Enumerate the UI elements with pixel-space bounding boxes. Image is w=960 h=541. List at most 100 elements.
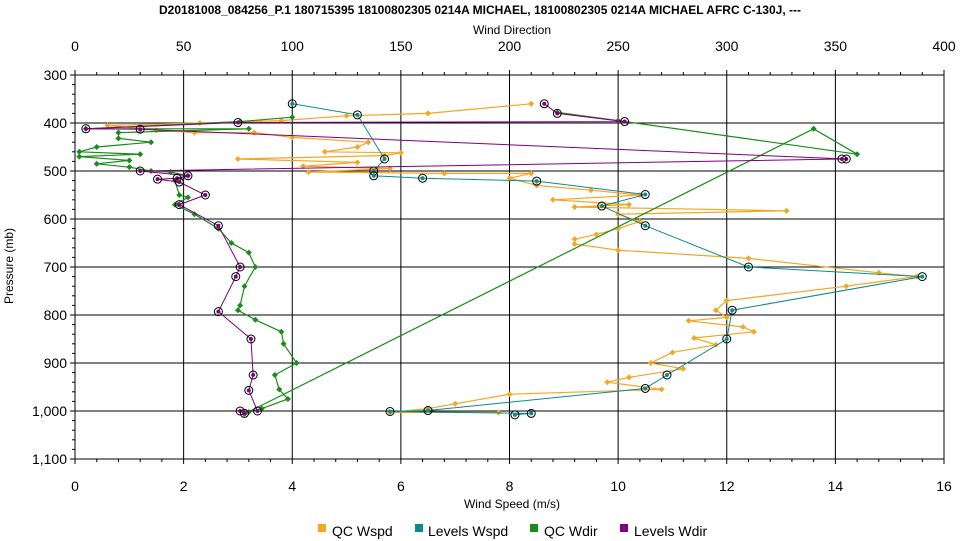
data-point [380, 154, 390, 164]
data-point [712, 307, 719, 314]
data-point-core [216, 223, 221, 228]
top-tick-label: 400 [932, 38, 956, 54]
data-point [352, 110, 362, 120]
data-point [239, 408, 249, 418]
data-point [552, 108, 562, 118]
data-point [174, 177, 184, 187]
data-point [539, 99, 549, 109]
data-point [495, 409, 502, 416]
data-point-core [177, 180, 182, 185]
top-tick-label: 200 [498, 38, 522, 54]
top-tick-label: 0 [71, 38, 79, 54]
bottom-tick-label: 4 [288, 478, 296, 494]
data-point [115, 135, 122, 142]
chart-title: D20181008_084256_P.1 180715395 181008023… [159, 3, 801, 17]
left-tick-label: 500 [44, 163, 68, 179]
data-point [126, 157, 133, 164]
data-point-core [426, 408, 431, 413]
legend-swatch-levels-wdir [620, 524, 628, 532]
legend-item-levels-wspd: Levels Wspd [415, 523, 508, 539]
data-point [571, 240, 578, 247]
data-point [669, 349, 676, 356]
data-point-core [248, 337, 253, 341]
data-point [640, 383, 650, 393]
data-point [685, 317, 692, 324]
data-point-core [643, 192, 648, 197]
data-point [506, 175, 513, 182]
data-point [104, 122, 111, 129]
data-point [135, 166, 145, 176]
data-point [245, 125, 252, 132]
data-point-core [730, 308, 735, 313]
bottom-axis-title: Wind Speed (m/s) [464, 497, 560, 511]
data-point-core [599, 204, 604, 209]
legend-label-levels-wspd: Levels Wspd [428, 523, 508, 539]
data-point [76, 148, 83, 155]
data-point-core [724, 337, 729, 341]
legend-label-qc-wdir: QC Wdir [544, 523, 598, 539]
data-point [354, 144, 361, 150]
data-point-core [83, 126, 88, 131]
data-point [343, 112, 350, 119]
data-point [93, 144, 100, 150]
data-point [321, 148, 328, 155]
data-point [252, 264, 259, 270]
data-point-core [665, 373, 670, 377]
data-point [528, 170, 535, 177]
bottom-tick-label: 10 [610, 478, 626, 494]
data-point [662, 370, 672, 380]
data-point [418, 173, 428, 183]
data-point [680, 365, 687, 372]
data-point [740, 324, 747, 330]
data-point [528, 100, 535, 107]
data-point [571, 236, 578, 243]
data-point [231, 272, 241, 282]
bottom-tick-label: 12 [719, 478, 735, 494]
data-point [727, 305, 737, 315]
data-point [604, 379, 611, 386]
data-point-core [242, 411, 247, 416]
left-tick-label: 600 [44, 211, 68, 227]
data-point [115, 129, 122, 136]
data-point-core [255, 409, 260, 413]
data-point [271, 372, 278, 378]
data-point [305, 168, 312, 175]
data-point [743, 262, 753, 272]
data-point [917, 272, 927, 282]
legend-swatch-levels-wspd [415, 524, 423, 532]
top-tick-label: 350 [824, 38, 848, 54]
data-point [506, 391, 513, 398]
data-point [258, 405, 265, 412]
data-point [452, 400, 459, 407]
top-axis-title: Wind Direction [473, 23, 551, 37]
data-point [76, 153, 83, 160]
data-point-core [920, 274, 925, 279]
data-point [593, 231, 600, 238]
data-point [640, 221, 650, 231]
data-point [365, 139, 372, 146]
data-point [723, 297, 730, 304]
legend-swatch-qc-wdir [530, 524, 538, 532]
data-point-core [382, 157, 387, 161]
data-point [93, 160, 100, 167]
data-point [176, 192, 183, 198]
bottom-tick-label: 16 [936, 478, 952, 494]
data-point [184, 194, 191, 201]
data-point [241, 283, 248, 290]
data-point [597, 201, 607, 211]
data-point [284, 396, 291, 402]
data-point [245, 249, 252, 256]
data-point [293, 360, 300, 366]
top-tick-label: 100 [281, 38, 305, 54]
legend-swatch-qc-wspd [318, 524, 326, 532]
legend-item-qc-wdir: QC Wdir [530, 523, 598, 539]
legend-label-levels-wdir: Levels Wdir [634, 523, 707, 539]
data-point [425, 110, 432, 117]
data-point [397, 149, 404, 156]
bottom-tick-label: 14 [828, 478, 844, 494]
data-point [252, 406, 262, 416]
left-tick-label: 800 [44, 307, 68, 323]
data-point [137, 151, 144, 158]
data-point-core [542, 101, 547, 106]
legend-item-qc-wspd: QC Wspd [318, 523, 393, 539]
